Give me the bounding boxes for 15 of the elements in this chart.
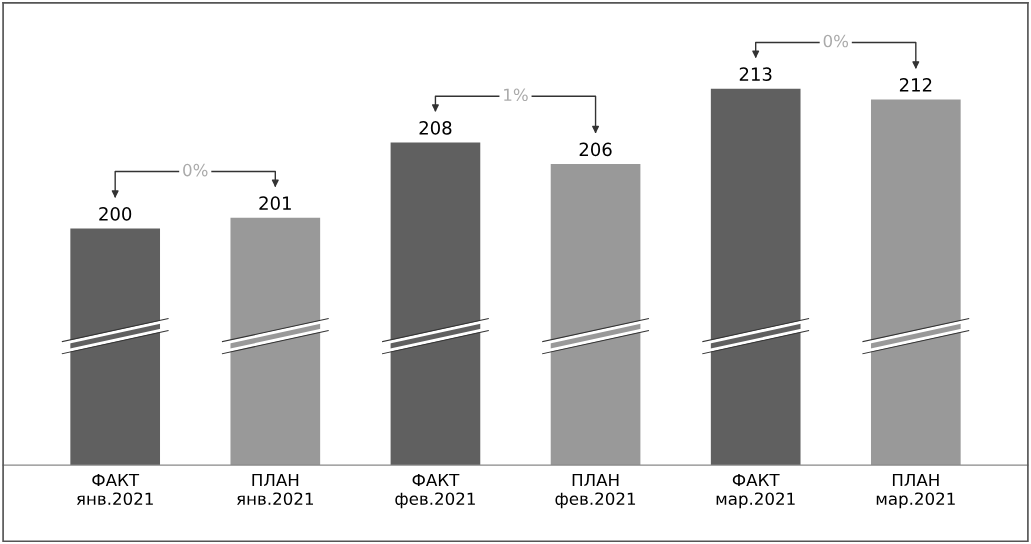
annotation: 0%: [823, 34, 849, 48]
annotation: 0%: [183, 163, 208, 177]
data-label: 212: [899, 78, 932, 92]
data-label: 208: [419, 121, 452, 135]
data-label: 201: [259, 196, 291, 210]
x-tick-label: ФАКТ янв.2021: [76, 473, 153, 506]
x-tick-label: ПЛАН фев.2021: [555, 473, 636, 509]
annotation: 1%: [504, 88, 528, 102]
x-tick-label: ПЛАН мар.2021: [876, 473, 955, 509]
x-tick-label: ПЛАН янв.2021: [237, 473, 313, 506]
data-label: 213: [739, 67, 772, 81]
x-tick-label: ФАКТ мар.2021: [716, 473, 795, 509]
data-label: 206: [579, 142, 612, 157]
data-label: 200: [99, 207, 132, 221]
x-tick-label: ФАКТ фев.2021: [395, 473, 475, 509]
